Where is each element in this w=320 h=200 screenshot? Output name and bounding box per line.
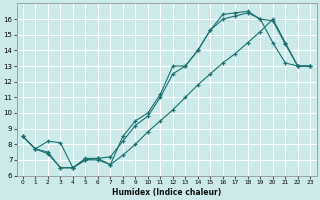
X-axis label: Humidex (Indice chaleur): Humidex (Indice chaleur) bbox=[112, 188, 221, 197]
